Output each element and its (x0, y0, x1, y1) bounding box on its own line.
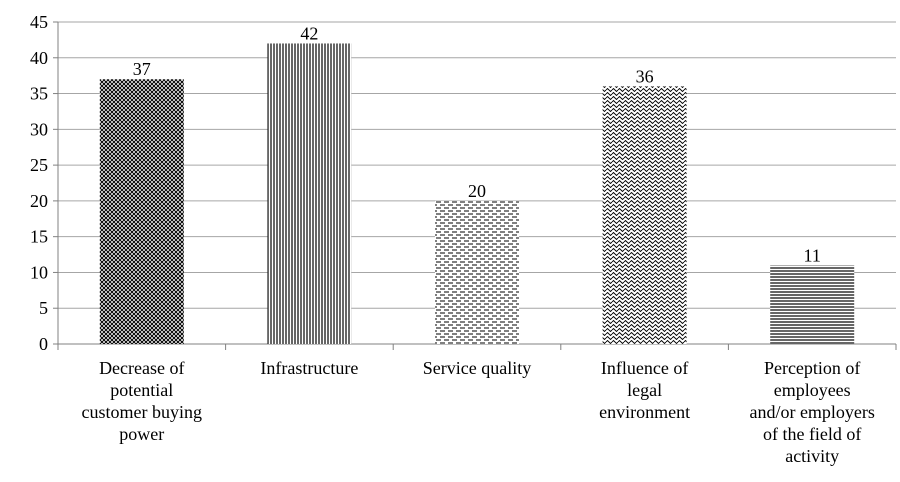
bar (99, 79, 184, 344)
y-tick-label: 25 (30, 155, 48, 175)
y-tick-label: 40 (30, 48, 48, 68)
data-label: 42 (300, 23, 318, 43)
x-tick-label: Infrastructure (260, 358, 358, 378)
y-tick-label: 5 (39, 298, 48, 318)
y-tick-label: 20 (30, 191, 48, 211)
x-tick-label: Decrease of potential customer buying power (82, 358, 202, 444)
x-tick-label: Service quality (423, 358, 531, 378)
bar (435, 200, 519, 344)
data-label: 36 (636, 66, 654, 86)
y-tick-label: 45 (30, 12, 48, 32)
data-label: 11 (804, 245, 821, 265)
data-label: 37 (133, 59, 151, 79)
bar (602, 86, 687, 345)
x-tick-label: Perception of employees and/or employers of… (749, 358, 874, 466)
data-label: 20 (468, 181, 486, 201)
y-tick-label: 15 (30, 227, 48, 247)
y-tick-label: 0 (39, 334, 48, 354)
y-tick-label: 10 (30, 262, 48, 282)
bar (267, 43, 352, 344)
bar (770, 265, 855, 344)
y-tick-label: 30 (30, 119, 48, 139)
y-tick-label: 35 (30, 84, 48, 104)
x-tick-label: Influence of legal environment (599, 358, 690, 422)
